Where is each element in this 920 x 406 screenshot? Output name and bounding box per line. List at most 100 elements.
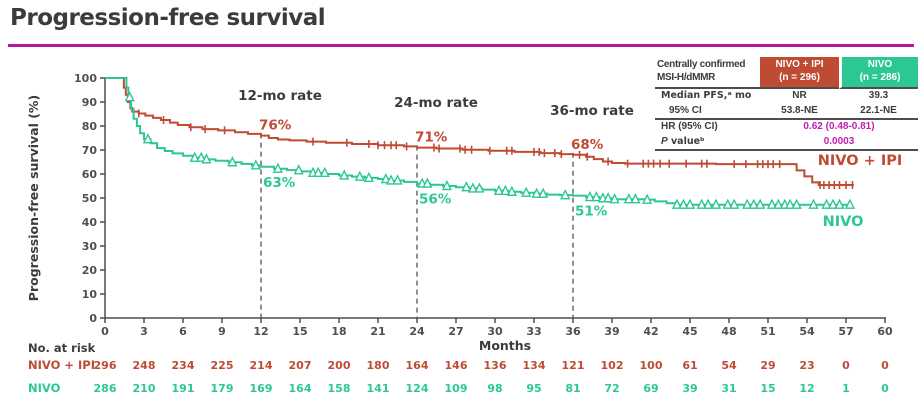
at-risk-value: 124: [406, 382, 429, 395]
summary-table-header-label: Centrally confirmed MSI-H/dMMR: [655, 57, 760, 89]
at-risk-value: 121: [562, 359, 585, 372]
summary-table: Centrally confirmed MSI-H/dMMR NIVO + IP…: [655, 57, 918, 151]
censor-triangle: [422, 177, 433, 188]
censor-triangle: [385, 174, 397, 185]
header-nivo-name: NIVO: [867, 59, 893, 70]
at-risk-value: 61: [682, 359, 697, 372]
censor-triangle: [474, 182, 485, 193]
milestone-rate-nivo-ipi: 71%: [415, 130, 448, 146]
at-risk-value: 12: [799, 382, 814, 395]
censor-triangle: [766, 198, 778, 209]
censor-triangle: [461, 181, 472, 192]
page-title: Progression-free survival: [10, 5, 326, 31]
censor-triangle: [791, 198, 802, 209]
censor-triangle: [354, 170, 365, 181]
milestone-rate-nivo-ipi: 76%: [259, 118, 292, 134]
median-pfs-nivo-ipi: NR: [792, 90, 807, 101]
y-tick-label: 90: [82, 96, 98, 109]
x-tick-label: 45: [682, 325, 697, 338]
at-risk-value: 95: [526, 382, 541, 395]
at-risk-value: 210: [133, 382, 156, 395]
milestone-label: 24-mo rate: [394, 95, 478, 111]
censor-triangle: [363, 171, 375, 183]
at-risk-value: 136: [484, 359, 507, 372]
censor-triangle: [641, 193, 653, 204]
censor-triangle: [630, 193, 641, 204]
censor-triangle: [591, 190, 602, 202]
y-tick-label: 10: [82, 288, 98, 301]
at-risk-value: 191: [172, 382, 195, 395]
at-risk-value: 146: [445, 359, 468, 372]
censor-triangle: [696, 198, 707, 209]
censor-triangle: [441, 179, 453, 191]
censor-triangle: [671, 198, 683, 209]
censor-triangle: [684, 198, 696, 209]
x-tick-label: 24: [409, 325, 425, 338]
x-tick-label: 27: [448, 325, 463, 338]
censor-triangle: [710, 198, 722, 209]
x-tick-label: 42: [643, 325, 658, 338]
censor-triangle: [124, 91, 135, 102]
at-risk-value: 72: [604, 382, 619, 395]
at-risk-value: 39: [682, 382, 697, 395]
censor-triangle: [537, 187, 549, 198]
at-risk-value: 179: [211, 382, 234, 395]
y-tick-label: 70: [82, 144, 98, 157]
censor-triangle: [467, 182, 479, 193]
at-risk-value: 109: [445, 382, 468, 395]
censor-triangle: [773, 198, 784, 209]
x-tick-label: 12: [253, 325, 268, 338]
at-risk-value: 102: [601, 359, 624, 372]
y-axis-label: Progression-free survival (%): [26, 95, 41, 301]
at-risk-value: 69: [643, 382, 658, 395]
censor-triangle: [729, 198, 740, 209]
at-risk-value: 31: [721, 382, 736, 395]
censor-triangle: [339, 169, 350, 180]
milestone-rate-nivo: 63%: [263, 175, 296, 191]
milestone-rate-nivo: 51%: [575, 204, 608, 220]
milestone-rate-nivo: 56%: [419, 192, 452, 208]
censor-triangle: [142, 133, 154, 144]
at-risk-value: 23: [799, 359, 814, 372]
y-tick-label: 80: [82, 120, 98, 133]
censor-triangle: [844, 198, 856, 209]
x-tick-label: 51: [760, 325, 775, 338]
at-risk-value: 234: [172, 359, 195, 372]
censor-triangle: [313, 166, 324, 178]
ci-nivo-ipi: 53.8-NE: [760, 104, 839, 120]
at-risk-value: 0: [842, 359, 850, 372]
hr-value: 0.62 (0.48-0.81): [803, 121, 875, 132]
censor-triangle: [521, 186, 532, 197]
at-risk-value: 225: [211, 359, 234, 372]
summary-table-header-nivo-ipi: NIVO + IPI (n = 296): [760, 57, 839, 89]
y-tick-label: 40: [82, 216, 98, 229]
p-italic: P: [661, 135, 668, 147]
censor-triangle: [602, 192, 614, 203]
milestone-label: 36-mo rate: [550, 103, 634, 119]
censor-triangle: [834, 198, 845, 209]
censor-triangle: [293, 164, 304, 175]
p-value: 0.0003: [760, 135, 918, 151]
median-pfs-nivo: 39.3: [868, 90, 889, 101]
censor-triangle: [506, 185, 518, 196]
ci-nivo: 22.1-NE: [839, 104, 918, 120]
at-risk-value: 164: [406, 359, 429, 372]
summary-table-header-nivo: NIVO (n = 286): [839, 57, 918, 89]
x-tick-label: 0: [101, 325, 109, 338]
at-risk-value: 0: [881, 359, 889, 372]
at-risk-value: 200: [328, 359, 351, 372]
at-risk-value: 1: [842, 382, 850, 395]
censor-triangle: [227, 156, 238, 167]
at-risk-value: 29: [760, 359, 775, 372]
censor-triangle: [623, 193, 635, 204]
x-tick-label: 30: [487, 325, 503, 338]
x-tick-label: 9: [218, 325, 226, 338]
at-risk-value: 164: [289, 382, 312, 395]
x-tick-label: 15: [292, 325, 307, 338]
censor-triangle: [584, 190, 596, 202]
header-nivo-n: (n = 286): [859, 71, 901, 83]
p-rest: valueᵇ: [667, 135, 705, 147]
at-risk-value: 98: [487, 382, 502, 395]
y-tick-label: 60: [82, 168, 98, 181]
x-tick-label: 21: [370, 325, 385, 338]
